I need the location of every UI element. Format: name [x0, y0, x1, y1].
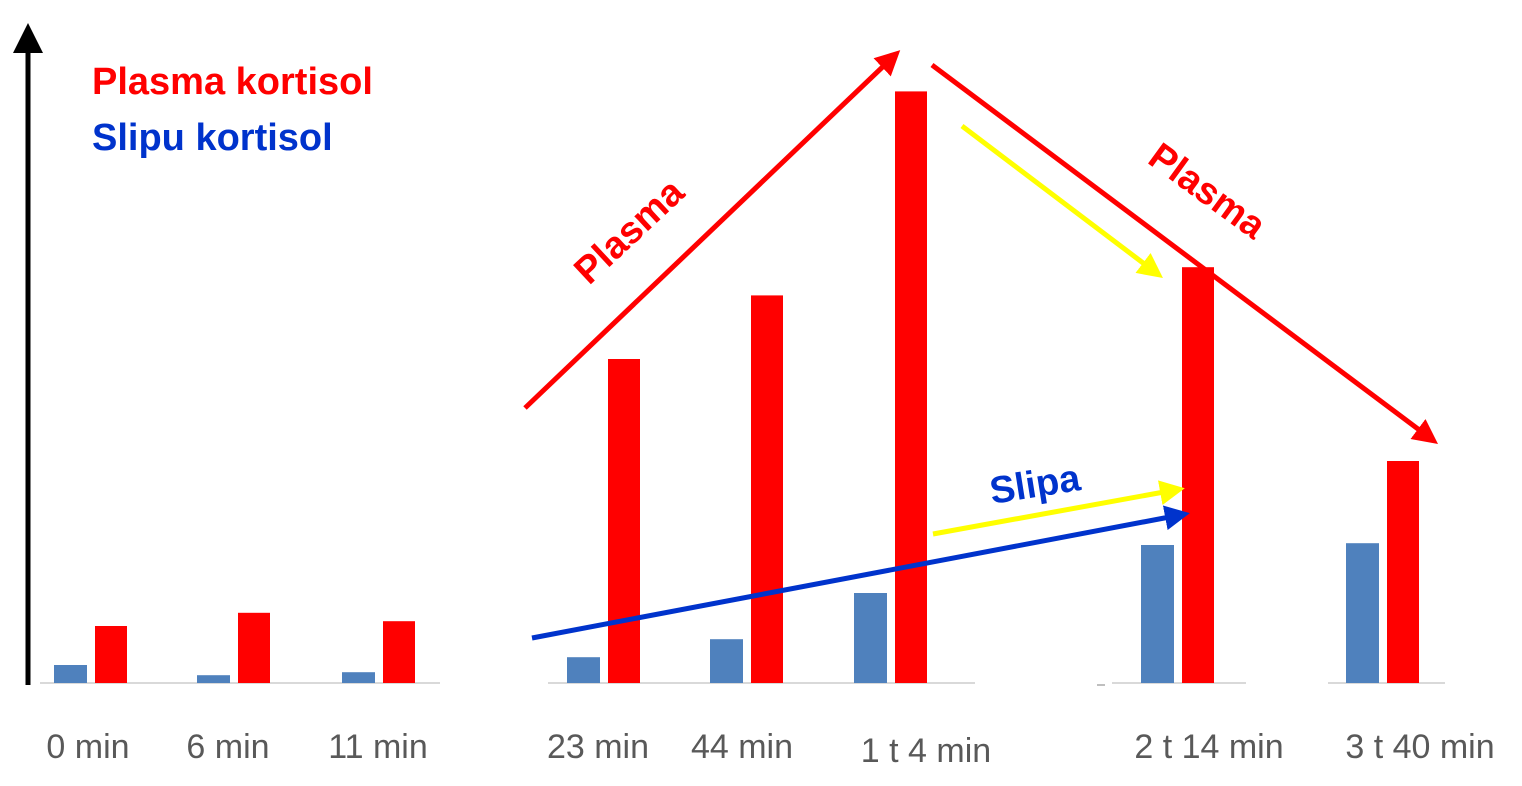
bar-slipu-2-t-14-min	[1141, 545, 1174, 683]
bar-plasma-3-t-40-min	[1387, 461, 1419, 683]
bar-plasma-44-min	[751, 295, 783, 683]
bar-plasma-23-min	[608, 359, 640, 683]
legend-slipu-kortisol: Slipu kortisol	[92, 117, 333, 159]
bar-slipu-23-min	[567, 657, 600, 683]
slipa-rise-arrow	[531, 505, 1190, 641]
tick-label-44-min: 44 min	[691, 728, 793, 766]
plasma-rise-arrow	[523, 50, 901, 410]
bar-slipu-3-t-40-min	[1346, 543, 1379, 683]
tick-label-0-min: 0 min	[46, 728, 129, 766]
bar-plasma-1-t-4-min	[895, 91, 927, 683]
bar-slipu-11-min	[342, 672, 375, 683]
bar-plasma-0-min	[95, 626, 127, 683]
bar-slipu-1-t-4-min	[854, 593, 887, 683]
tick-label-11-min: 11 min	[328, 728, 428, 766]
bar-plasma-6-min	[238, 612, 270, 683]
highlight-right-arrow	[932, 480, 1185, 537]
tick-label-3-t-40-min: 3 t 40 min	[1345, 728, 1494, 766]
bar-plasma-2-t-14-min	[1182, 267, 1214, 683]
plasma-fall-arrow	[930, 62, 1439, 444]
tick-label-23-min: 23 min	[547, 728, 649, 766]
bar-plasma-11-min	[383, 621, 415, 683]
annotation-plasma-fall: Plasma	[1141, 135, 1274, 248]
annotation-slipa: Slipa	[987, 457, 1084, 513]
tick-label-6-min: 6 min	[186, 728, 269, 766]
legend-plasma-kortisol: Plasma kortisol	[92, 61, 373, 103]
tick-label-2-t-14-min: 2 t 14 min	[1134, 728, 1283, 766]
annotation-plasma-rise: Plasma	[566, 171, 693, 293]
bar-slipu-6-min	[197, 675, 230, 683]
bar-slipu-44-min	[710, 639, 743, 683]
tick-label-1-t-4-min: 1 t 4 min	[861, 732, 991, 770]
bar-slipu-0-min	[54, 665, 87, 683]
highlight-down-arrow	[960, 124, 1163, 279]
